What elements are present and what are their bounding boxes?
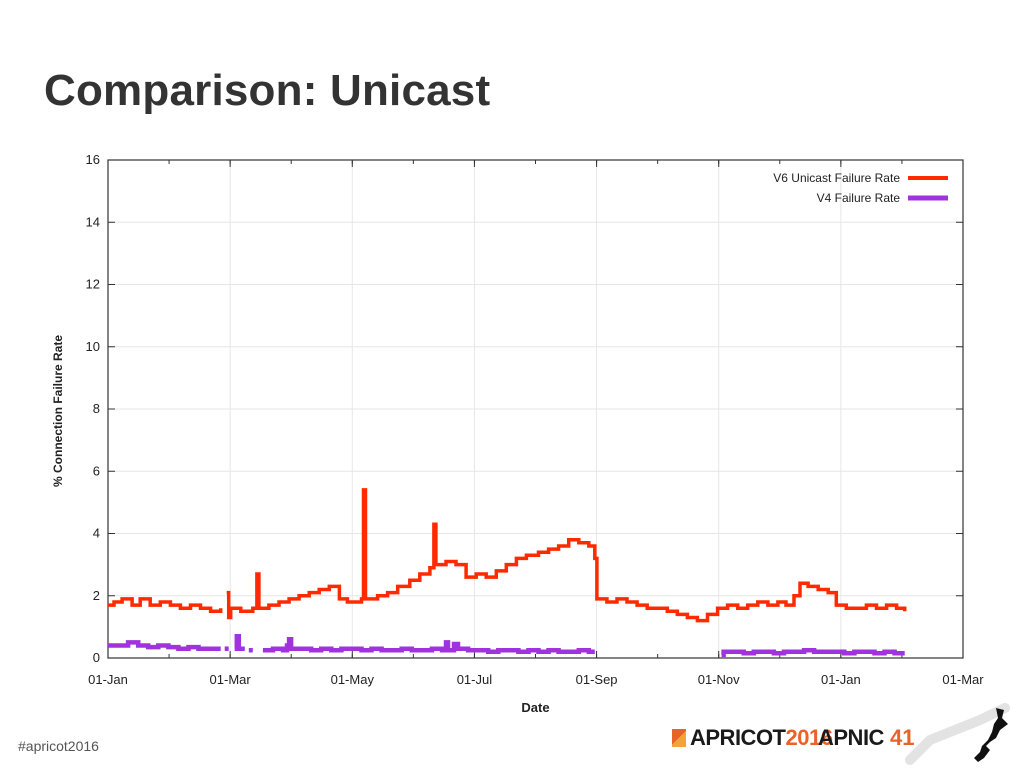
v6-unicast-failure-line [108,597,223,614]
axis-ticks: 01-Jan 01-Mar 01-May 01-Jul 01-Sep 01-Nov 01-J… [86,152,985,687]
apricot-logo-year: 2016 [785,725,833,750]
apricot-logo-icon [672,729,686,747]
apricot-logo-text: APRICOT2016 [690,725,833,751]
footer-hashtag: #apricot2016 [18,738,99,754]
v4-failure-line [234,633,245,651]
x-tick-label: 01-Jan [821,672,861,687]
x-tick-label: 01-Sep [576,672,618,687]
x-tick-label: 01-Jul [457,672,493,687]
x-tick-label: 01-May [331,672,375,687]
y-axis-label: % Connection Failure Rate [51,335,65,487]
x-tick-label: 01-Jan [88,672,128,687]
v6-unicast-failure-line [226,488,907,623]
y-tick-label: 12 [86,277,100,292]
v4-failure-line [262,637,595,655]
legend-label-v6: V6 Unicast Failure Rate [773,171,900,185]
v4-failure-line [721,647,905,658]
x-tick-label: 01-Nov [698,672,740,687]
apnic-logo: APNIC 41 [818,724,914,752]
y-tick-label: 2 [93,588,100,603]
y-tick-label: 14 [86,214,100,229]
x-axis-label: Date [521,700,549,715]
x-tick-label: 01-Mar [210,672,252,687]
apricot-logo-word: APRICOT [690,725,786,750]
y-tick-label: 16 [86,152,100,167]
x-tick-label: 01-Mar [942,672,984,687]
v4-failure-line [108,640,221,651]
apricot-logo: APRICOT2016 [672,724,833,752]
legend-label-v4: V4 Failure Rate [817,191,901,205]
new-zealand-map-icon [905,703,1010,765]
y-tick-label: 8 [93,401,100,416]
y-tick-label: 10 [86,339,100,354]
chart-series [108,488,907,658]
apnic-logo-number: 41 [889,725,915,750]
chart-legend: V6 Unicast Failure Rate V4 Failure Rate [773,171,948,205]
apnic-logo-word: APNIC [818,725,884,750]
y-tick-label: 0 [93,650,100,665]
y-tick-label: 6 [93,463,100,478]
slide-title: Comparison: Unicast [44,66,491,115]
y-tick-label: 4 [93,526,100,541]
chart-gridlines [107,159,964,659]
